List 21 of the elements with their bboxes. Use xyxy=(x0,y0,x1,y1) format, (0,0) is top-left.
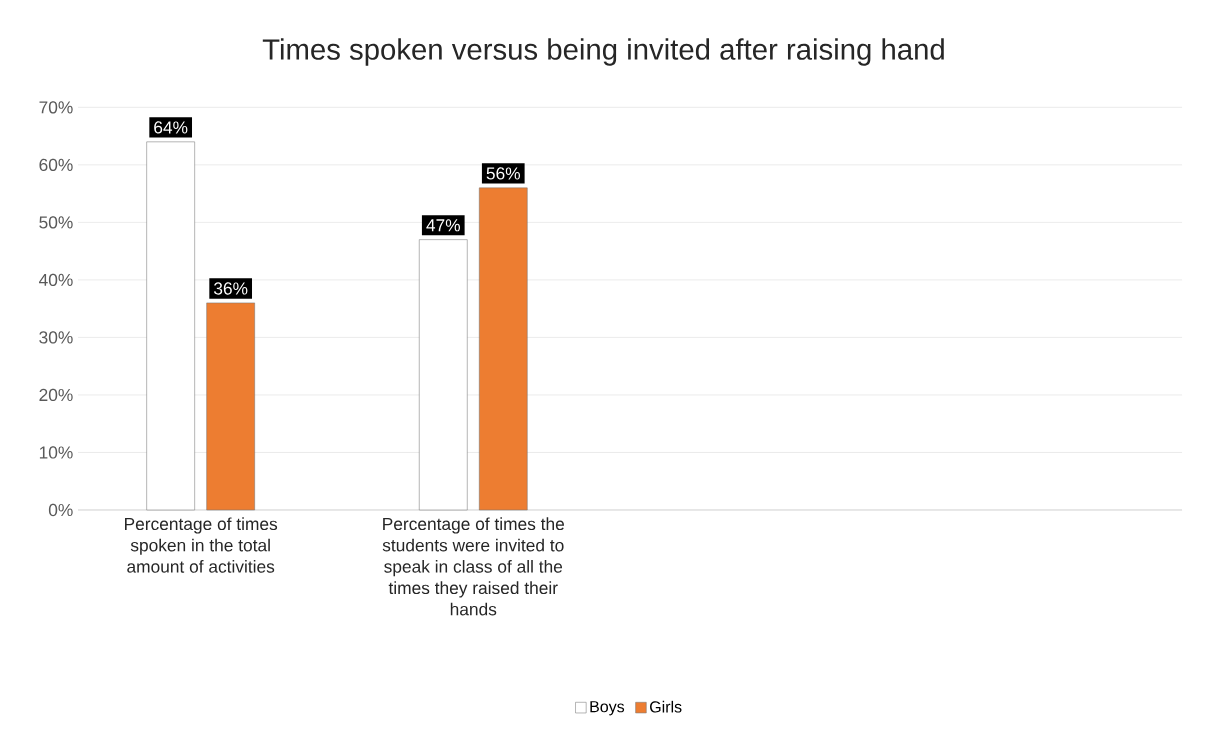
x-tick-label: Percentage of times the students were invited to speak in class of all the times they raised their hands xyxy=(382,517,564,616)
bar xyxy=(419,239,468,511)
y-tick-label: 40% xyxy=(39,273,73,287)
y-tick-label: 60% xyxy=(39,158,73,171)
y-tick-label: 10% xyxy=(39,446,73,459)
data-label: 36% xyxy=(213,282,248,295)
legend-label: Boys xyxy=(590,701,625,716)
bar xyxy=(479,187,528,511)
data-label: 64% xyxy=(154,121,188,134)
y-tick-label: 50% xyxy=(39,216,73,229)
bar xyxy=(146,141,195,511)
y-tick-label: 20% xyxy=(39,388,73,402)
data-label: 47% xyxy=(426,219,460,232)
chart-title: Times spoken versus being invited after raising hand xyxy=(262,38,944,66)
bar xyxy=(206,302,255,511)
legend-label: Girls xyxy=(650,700,682,713)
y-tick-label: 30% xyxy=(39,331,73,344)
y-tick-label: 0% xyxy=(48,503,73,517)
x-tick-label: Percentage of times spoken in the total amount of activities xyxy=(125,517,278,573)
y-tick-label: 70% xyxy=(39,101,73,114)
data-label: 56% xyxy=(486,167,520,180)
